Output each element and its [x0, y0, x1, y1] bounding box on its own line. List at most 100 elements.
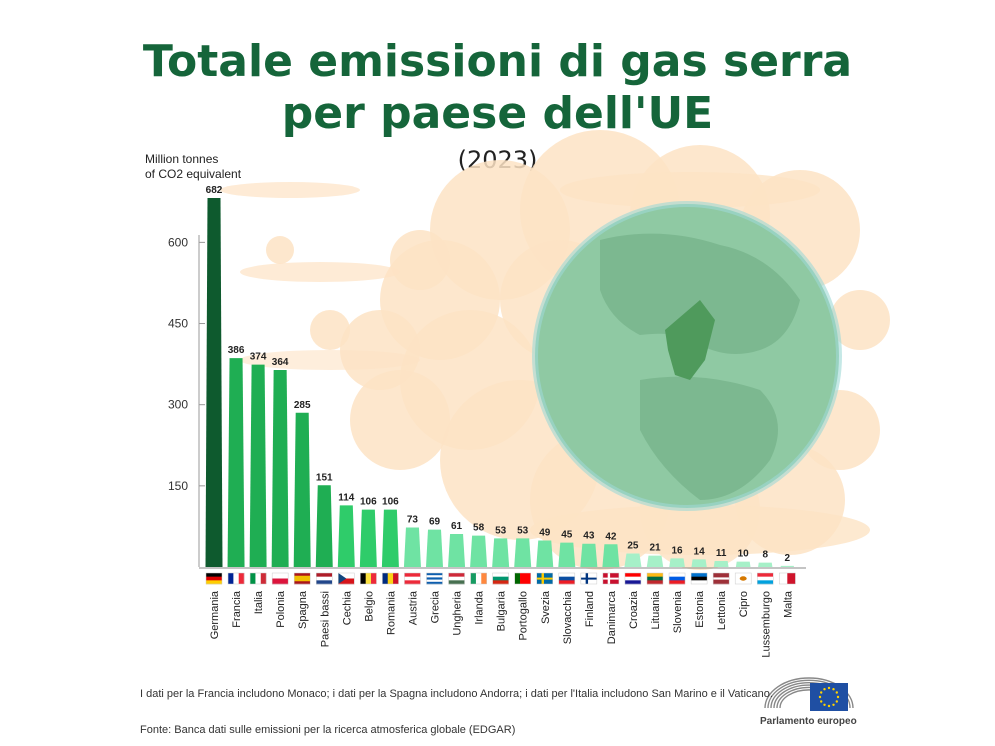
footnote: I dati per la Francia includono Monaco; …	[140, 688, 773, 700]
value-label: 374	[250, 352, 267, 363]
bar-paesi-bassi	[315, 485, 333, 567]
eu-star	[823, 703, 826, 706]
flag-stripe	[426, 573, 443, 576]
value-label: 49	[539, 527, 551, 538]
flag-stripe	[250, 573, 256, 584]
bar-romania	[381, 509, 399, 567]
category-label: Grecia	[430, 590, 442, 623]
cloud-wisp	[560, 172, 820, 208]
flag-stripe	[669, 580, 686, 585]
category-label: Estonia	[694, 590, 706, 628]
flag-stripe	[404, 573, 421, 577]
flag-stripe	[713, 573, 730, 576]
value-label: 53	[517, 525, 529, 536]
flag-stripe	[365, 573, 372, 584]
value-label: 8	[762, 550, 768, 561]
category-label: Portogallo	[518, 591, 530, 641]
flag-cz	[338, 572, 355, 585]
eu-star	[827, 686, 831, 690]
category-label: Danimarca	[606, 590, 618, 644]
flag-se	[536, 572, 553, 585]
flag-stripe	[525, 573, 531, 584]
flag-cross	[536, 577, 553, 580]
flag-stripe	[647, 576, 663, 581]
flag-stripe	[272, 578, 289, 585]
landmass-africa	[640, 376, 778, 500]
flag-stripe	[206, 580, 222, 585]
bar-spagna	[293, 412, 311, 567]
flag-border	[602, 572, 620, 585]
flag-stripe	[426, 579, 443, 583]
flag-stripe	[238, 573, 245, 584]
flag-stripe	[558, 580, 575, 585]
flag-stripe	[757, 576, 774, 581]
value-label: 53	[495, 525, 507, 536]
eu-star	[820, 691, 823, 694]
flag-border	[536, 572, 553, 585]
y-unit-line-1: Million tonnes	[145, 152, 219, 166]
flag-stripe	[470, 573, 477, 584]
value-label: 58	[473, 523, 485, 534]
bar-svezia	[536, 540, 554, 567]
eu-star	[818, 695, 822, 699]
flag-stripe	[713, 579, 730, 583]
flag-stripe	[713, 581, 730, 585]
flag-border	[712, 572, 730, 585]
flag-hu	[448, 572, 465, 585]
bar-lussemburgo	[758, 562, 773, 567]
flag-stripe	[206, 573, 222, 577]
flag-stripe	[316, 576, 333, 581]
category-label: Slovenia	[672, 590, 684, 633]
bar-danimarca	[602, 544, 620, 567]
category-label: Belgio	[363, 591, 375, 622]
flag-stripe	[475, 573, 482, 584]
flag-stripe	[558, 573, 575, 577]
bar-slovenia	[669, 558, 685, 567]
flag-mt	[779, 572, 796, 585]
flag-stripe	[691, 580, 708, 585]
background-illustration	[220, 130, 890, 570]
flag-stripe	[669, 576, 686, 581]
flag-stripe	[624, 576, 641, 581]
flag-stripe	[691, 573, 708, 577]
eu-highlight	[665, 300, 715, 380]
flag-stripe	[294, 575, 311, 579]
flag-border	[514, 572, 531, 585]
flag-fi	[580, 572, 598, 585]
value-label: 21	[649, 543, 661, 554]
flag-it	[249, 572, 267, 585]
flag-border	[646, 572, 664, 585]
globe-atmosphere	[532, 201, 842, 511]
eu-star	[835, 700, 838, 703]
flags	[205, 572, 796, 585]
value-label: 2	[785, 553, 791, 564]
y-unit-line-2: of CO2 equivalent	[145, 167, 242, 181]
eu-star	[836, 695, 840, 699]
flag-border	[779, 572, 796, 585]
flag-lu	[757, 572, 774, 585]
landmass-europe	[600, 233, 800, 354]
bar-francia	[227, 358, 245, 567]
flag-de	[205, 572, 223, 585]
flag-emblem	[739, 576, 747, 581]
flag-border	[426, 572, 443, 585]
flag-hr	[624, 572, 642, 585]
flag-be	[360, 572, 377, 585]
y-tick-label: 600	[168, 235, 188, 249]
flag-border	[470, 572, 487, 585]
flag-stripe	[316, 580, 333, 585]
flag-border	[668, 572, 686, 585]
value-label: 114	[338, 492, 355, 503]
bar-belgio	[359, 509, 377, 567]
category-label: Svezia	[540, 590, 552, 624]
category-label: Francia	[231, 590, 243, 628]
flag-border	[205, 572, 223, 585]
value-label: 106	[360, 497, 377, 508]
category-label: Cechia	[341, 590, 353, 625]
flag-stripe	[426, 581, 443, 585]
flag-stripe	[481, 573, 487, 584]
bar-grecia	[426, 529, 443, 567]
category-label: Romania	[385, 590, 397, 635]
category-label: Malta	[782, 590, 794, 618]
